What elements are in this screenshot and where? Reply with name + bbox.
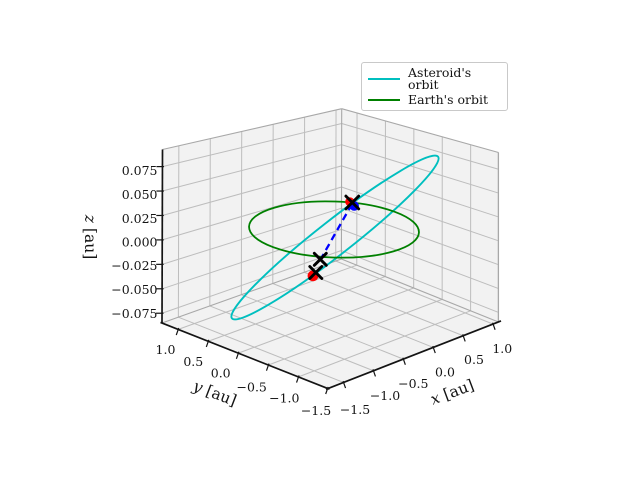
z-tick-label: 0.025 — [122, 211, 158, 226]
z-axis-label: z[au] — [81, 214, 99, 260]
grid-line — [341, 165, 499, 218]
legend-label-earth: Earth's orbit — [408, 91, 488, 107]
grid-line — [335, 260, 494, 325]
legend: Asteroid's orbit Earth's orbit — [361, 62, 508, 111]
z-axis-line — [161, 149, 164, 324]
grid-line — [161, 228, 342, 290]
grid-line — [268, 298, 443, 366]
tick-mark — [402, 357, 406, 365]
y-tick-label: 0.5 — [183, 354, 203, 369]
tick-mark — [432, 345, 436, 354]
axes-grid — [161, 109, 499, 389]
tick-mark — [325, 386, 329, 395]
grid-line — [162, 144, 342, 192]
grid-line — [178, 316, 344, 383]
plot-data — [230, 154, 440, 321]
x-tick-label: −1.5 — [340, 402, 370, 417]
x-axis-line — [325, 320, 502, 391]
y-tick-label: 1.0 — [156, 342, 176, 357]
tick-mark — [295, 375, 300, 383]
y-tick-label: −1.0 — [269, 391, 299, 406]
tick-mark — [342, 380, 347, 389]
z-tick-label: −0.050 — [111, 282, 157, 297]
tick-mark — [235, 351, 240, 359]
grid-line — [341, 123, 499, 170]
legend-line-earth — [368, 98, 400, 101]
grid-line — [208, 276, 386, 342]
axes-box-edges — [161, 108, 500, 324]
tick-mark — [265, 363, 270, 371]
grid-line — [341, 228, 499, 290]
y-axis-line — [160, 321, 330, 390]
grid-line — [304, 271, 464, 337]
tick-mark — [205, 339, 210, 348]
asteroid-orbit-line — [230, 154, 440, 321]
tick-mark — [492, 322, 496, 330]
z-tick-label: −0.075 — [111, 306, 157, 321]
grid-line — [162, 123, 342, 168]
x-tick-label: −0.5 — [398, 376, 428, 391]
y-tick-label: −0.5 — [237, 380, 267, 395]
z-tick-label: 0.075 — [122, 163, 158, 178]
grid-line — [272, 283, 434, 348]
marker-x-1 — [344, 194, 361, 211]
earth-orbit-line — [248, 200, 420, 259]
axis-lines — [160, 149, 502, 391]
pane-right — [341, 108, 499, 322]
x-tick-label: 0.5 — [464, 352, 484, 367]
grid-line — [238, 287, 414, 354]
tick-marks — [156, 166, 496, 395]
pane-left — [162, 108, 342, 323]
grid-line — [209, 305, 374, 372]
legend-line-asteroid — [368, 78, 400, 81]
tick-labels: −1.5−1.0−0.50.00.51.01.00.50.0−0.5−1.0−1… — [111, 163, 512, 418]
grid-line — [341, 207, 499, 266]
box-edge — [162, 108, 342, 151]
grid-line — [341, 186, 499, 242]
marker-x-3 — [308, 265, 324, 280]
legend-label-asteroid: Asteroid's orbit — [408, 64, 472, 93]
tick-mark — [175, 327, 180, 336]
x-tick-label: −1.0 — [370, 388, 400, 403]
grid-line — [161, 250, 342, 314]
tick-mark — [462, 334, 466, 342]
grid-line — [162, 186, 342, 241]
x-tick-label: 1.0 — [492, 341, 512, 356]
grid-line — [162, 207, 342, 265]
z-tick-label: 0.000 — [122, 235, 158, 250]
marker-x-2 — [312, 251, 328, 267]
x-tick-label: 0.0 — [435, 365, 455, 380]
box-edge — [341, 108, 499, 154]
legend-item-earth: Earth's orbit — [368, 91, 501, 107]
y-axis-label: y[au] — [190, 376, 239, 409]
grid-line — [178, 264, 357, 330]
grid-line — [298, 310, 471, 378]
z-tick-label: −0.025 — [111, 258, 157, 273]
x-axis-label: x[au] — [428, 376, 477, 409]
legend-item-asteroid: Asteroid's orbit — [368, 64, 501, 93]
z-tick-label: 0.050 — [122, 187, 158, 202]
grid-line — [162, 165, 342, 216]
y-tick-label: −1.5 — [301, 403, 331, 418]
y-tick-label: 0.0 — [211, 366, 231, 381]
axis-labels: x[au] y[au] z[au] — [81, 214, 477, 410]
grid-line — [341, 250, 499, 313]
tick-mark — [372, 369, 377, 377]
box-edge — [341, 258, 499, 323]
grid-line — [341, 144, 499, 194]
